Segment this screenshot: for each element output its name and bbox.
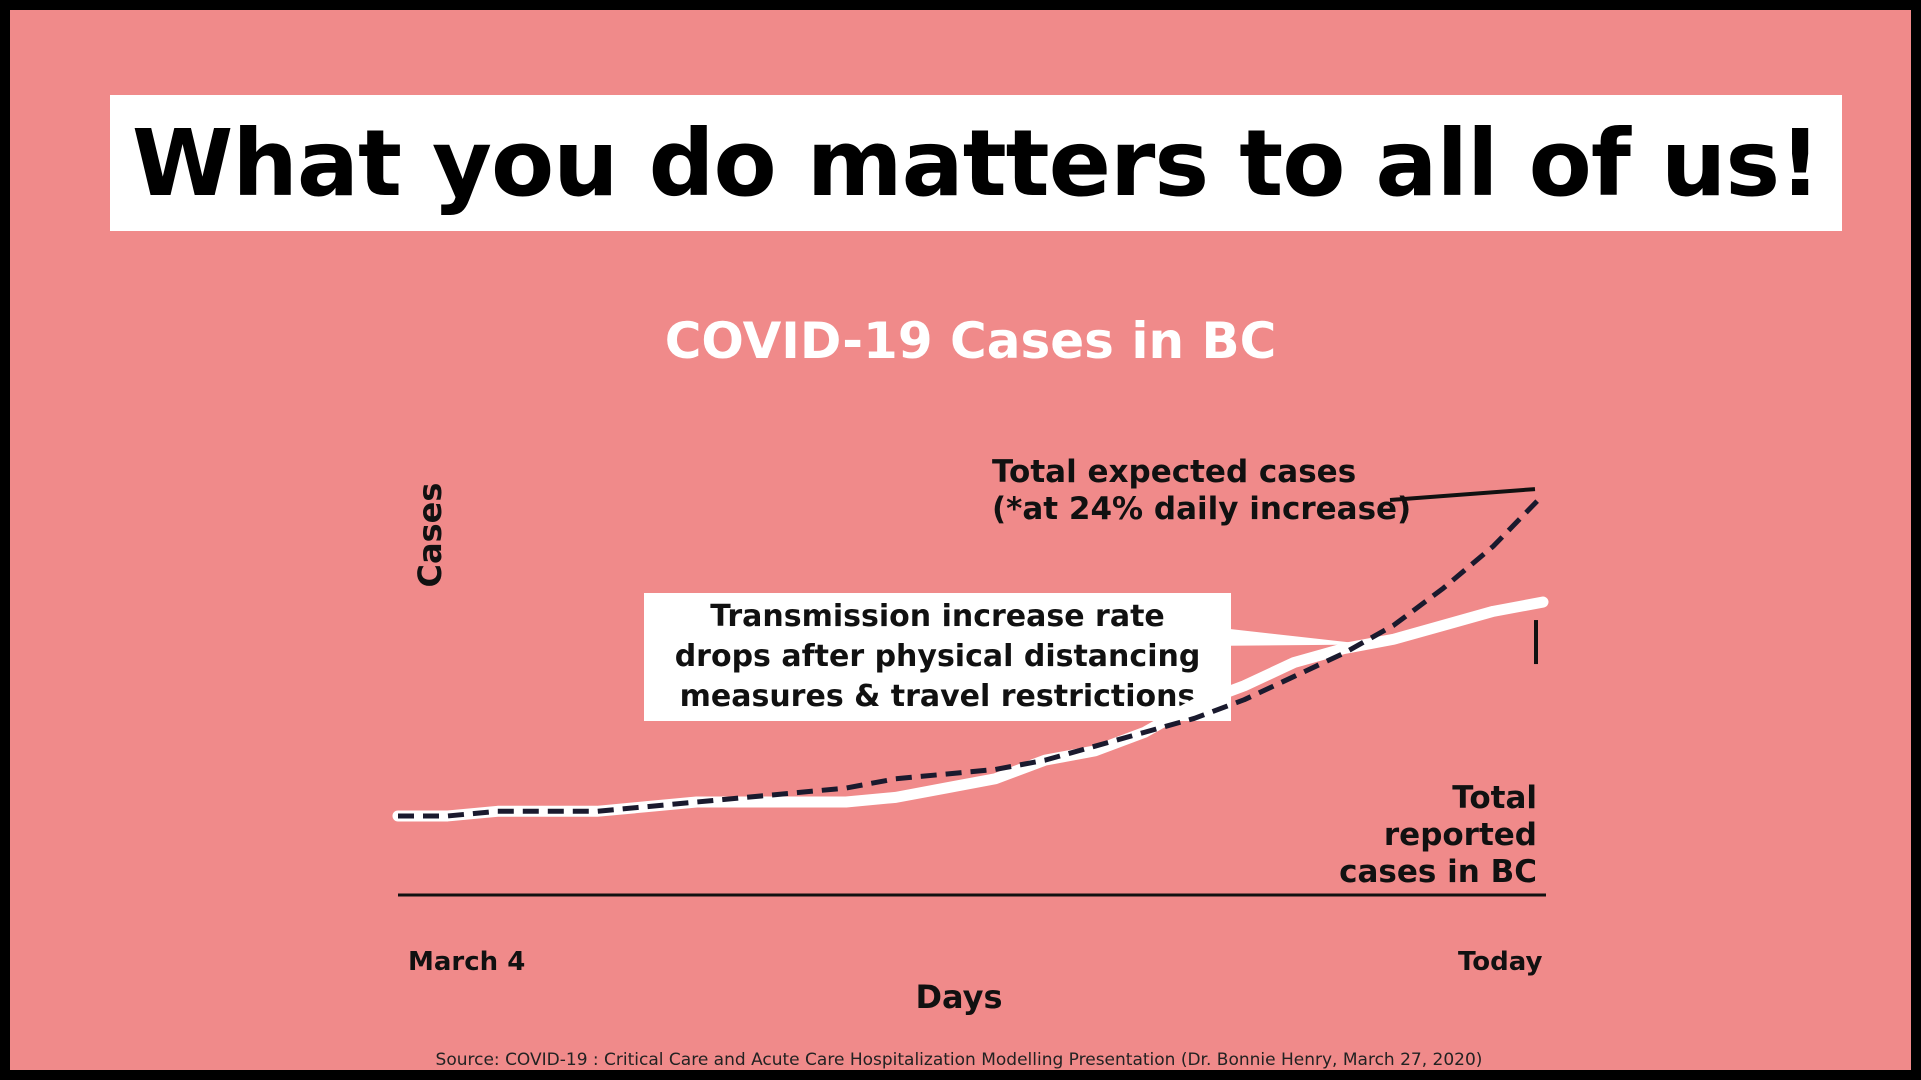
reported-annotation-line-3: cases in BC	[1339, 854, 1537, 890]
reported-cases-annotation: Total reported cases in BC	[1297, 780, 1537, 891]
expected-leader-line	[1389, 487, 1536, 502]
x-tick-label-end: Today	[1458, 947, 1543, 977]
expected-annotation-line-1: Total expected cases	[992, 454, 1357, 490]
callout-pointer	[1200, 628, 1369, 646]
callout-line-2: drops after physical distancing	[674, 639, 1201, 674]
series-line-expected	[398, 493, 1545, 819]
callout-line-3: measures & travel restrictions	[679, 679, 1196, 714]
reported-annotation-line-2: reported	[1383, 817, 1537, 853]
chart-title: COVID-19 Cases in BC	[664, 312, 1277, 370]
reported-annotation-line-1: Total	[1452, 780, 1537, 816]
x-tick-label-start: March 4	[408, 947, 526, 977]
callout-line-1: Transmission increase rate	[710, 599, 1165, 634]
series-line-reported	[392, 596, 1549, 822]
transmission-callout: Transmission increase rate drops after p…	[644, 593, 1231, 721]
headline-box: What you do matters to all of us!	[110, 95, 1842, 231]
headline: What you do matters to all of us!	[131, 109, 1821, 217]
expected-annotation-line-2: (*at 24% daily increase)	[992, 491, 1412, 527]
source-citation: Source: COVID-19 : Critical Care and Acu…	[435, 1050, 1483, 1070]
x-axis-label: Days	[915, 978, 1003, 1016]
expected-cases-annotation: Total expected cases (*at 24% daily incr…	[992, 454, 1411, 528]
